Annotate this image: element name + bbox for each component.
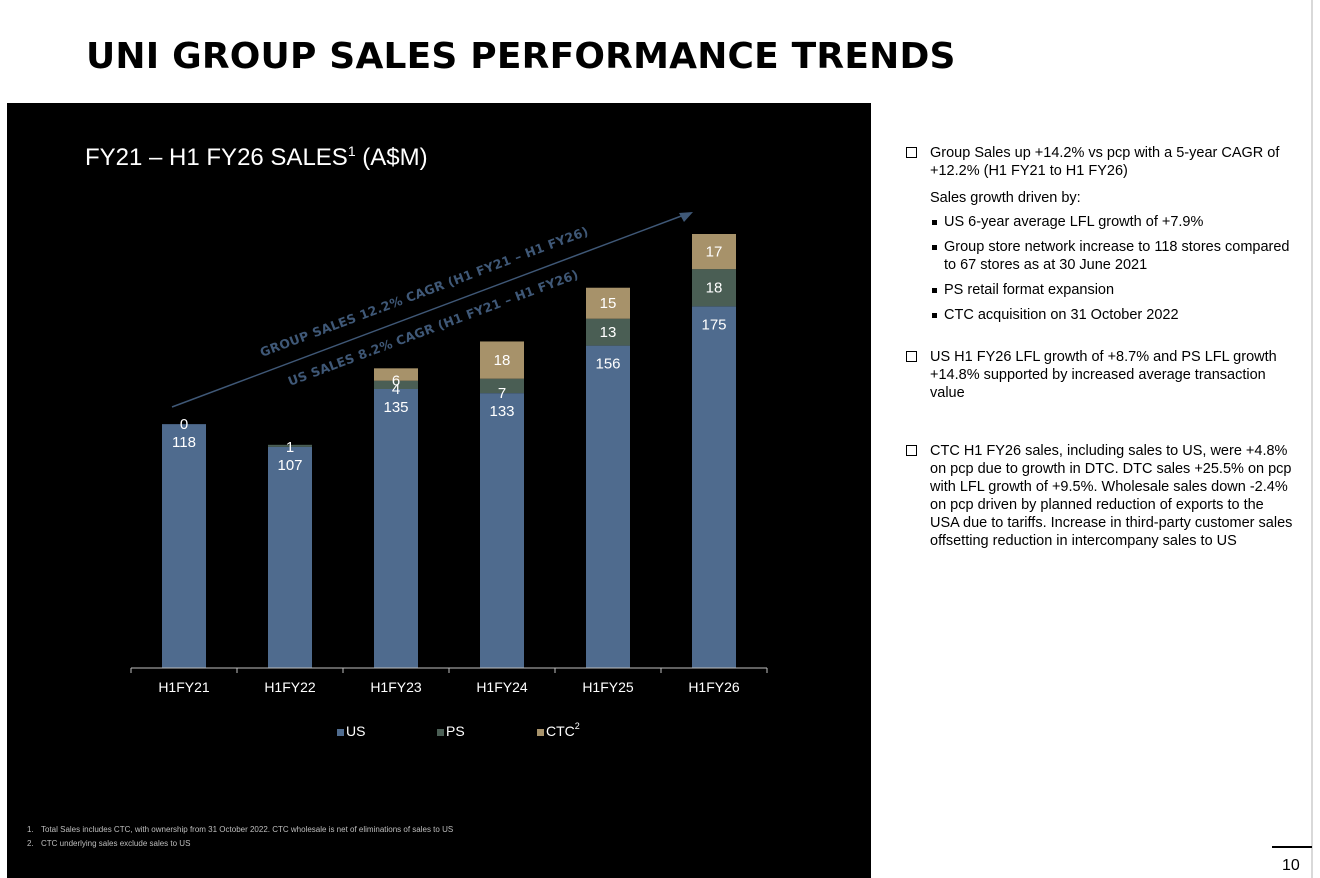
label-us-h1fy21: 118	[172, 434, 196, 451]
chart-panel: FY21 – H1 FY26 SALES1 (A$M) 118 0 107 1 135 4…	[7, 103, 871, 878]
cagr-arrow-line	[171, 214, 685, 408]
list-item: CTC acquisition on 31 October 2022	[930, 306, 1296, 324]
label-us-h1fy26: 175	[701, 316, 726, 333]
bar-ps-h1fy25	[586, 318, 630, 346]
chart-title-main: FY21 – H1 FY26 SALES	[85, 144, 348, 171]
label-ps-h1fy22: 1	[286, 439, 294, 456]
bar-ps-h1fy26	[692, 269, 736, 307]
bar-ps-h1fy24	[480, 378, 524, 394]
x-tick-label-h1fy26: H1FY26	[688, 679, 740, 695]
growth-drivers-list: US 6-year average LFL growth of +7.9% Gr…	[906, 213, 1296, 324]
bar-us-h1fy25	[586, 345, 630, 668]
label-ps-h1fy21: 0	[180, 416, 188, 433]
cagr-arrow-head	[679, 212, 693, 222]
footnote-number: 2.	[27, 839, 34, 848]
x-tick-label-h1fy21: H1FY21	[158, 679, 210, 695]
x-tick-label-h1fy22: H1FY22	[264, 679, 316, 695]
bar-ctc-h1fy26	[692, 234, 736, 270]
bar-ps-h1fy22	[268, 444, 312, 447]
x-tick-label-h1fy23: H1FY23	[370, 679, 422, 695]
sub-intro: Sales growth driven by:	[930, 190, 1081, 206]
checkbox-bullet-icon	[906, 351, 917, 362]
label-ctc-h1fy24: 18	[494, 352, 511, 369]
footnote-number: 1.	[27, 825, 34, 834]
commentary-text: Group Sales up +14.2% vs pcp with a 5-ye…	[930, 145, 1280, 179]
legend-label-ctc: CTC2	[546, 721, 580, 739]
label-ctc-h1fy26: 17	[706, 244, 723, 261]
x-axis: H1FY21 H1FY22 H1FY23 H1FY24 H1FY25 H1FY26	[130, 667, 768, 695]
bar-ctc-h1fy25	[586, 287, 630, 319]
legend-swatch-ctc	[537, 729, 544, 736]
footnote-text: CTC underlying sales exclude sales to US	[41, 839, 191, 848]
label-ps-h1fy23: 4	[392, 381, 400, 398]
x-tick-label-h1fy24: H1FY24	[476, 679, 528, 695]
slide-edge	[1311, 0, 1313, 878]
commentary-text: CTC H1 FY26 sales, including sales to US…	[930, 443, 1293, 549]
commentary-point-3: CTC H1 FY26 sales, including sales to US…	[906, 442, 1296, 550]
footnote-1: 1. Total Sales includes CTC, with ownersh…	[27, 823, 453, 837]
label-us-h1fy24: 133	[489, 403, 514, 420]
bar-ps-h1fy23	[374, 380, 418, 389]
slide-title: UNI GROUP SALES PERFORMANCE TRENDS	[86, 36, 956, 77]
checkbox-bullet-icon	[906, 147, 917, 158]
label-us-h1fy22: 107	[277, 457, 302, 474]
bar-us-h1fy26	[692, 306, 736, 668]
label-ps-h1fy24: 7	[498, 385, 506, 402]
legend-label-ps: PS	[446, 723, 465, 739]
legend-label-us: US	[346, 723, 365, 739]
bar-ctc-h1fy24	[480, 341, 524, 379]
legend-swatch-ps	[437, 729, 444, 736]
commentary-point-1: Group Sales up +14.2% vs pcp with a 5-ye…	[906, 144, 1296, 180]
bar-us-h1fy21	[162, 424, 206, 668]
list-item: US 6-year average LFL growth of +7.9%	[930, 213, 1296, 231]
list-item: Group store network increase to 118 stor…	[930, 238, 1296, 274]
bar-ctc-h1fy23	[374, 368, 418, 381]
page-number-rule	[1272, 846, 1312, 848]
list-item: PS retail format expansion	[930, 281, 1296, 299]
label-ps-h1fy25: 13	[600, 324, 617, 341]
footnote-text: Total Sales includes CTC, with ownership…	[41, 825, 454, 834]
x-tick-label-h1fy25: H1FY25	[582, 679, 634, 695]
label-us-h1fy25: 156	[595, 356, 620, 373]
commentary-text: US H1 FY26 LFL growth of +8.7% and PS LF…	[930, 349, 1277, 401]
chart-title-footnote-ref: 1	[347, 143, 356, 159]
bar-us-h1fy22	[268, 446, 312, 668]
checkbox-bullet-icon	[906, 445, 917, 456]
legend-swatch-us	[337, 729, 344, 736]
page-number: 10	[1282, 857, 1300, 874]
bar-us-h1fy23	[374, 389, 418, 668]
label-ps-h1fy26: 18	[706, 280, 723, 297]
label-us-h1fy23: 135	[383, 399, 408, 416]
label-ctc-h1fy25: 15	[600, 295, 617, 312]
bar-us-h1fy24	[480, 393, 524, 668]
footnote-2: 2. CTC underlying sales exclude sales to …	[27, 837, 453, 851]
commentary-panel: Group Sales up +14.2% vs pcp with a 5-ye…	[906, 144, 1296, 550]
chart-footnotes: 1. Total Sales includes CTC, with ownersh…	[27, 823, 453, 851]
legend-ctc-footnote-ref: 2	[575, 721, 580, 731]
chart-title: FY21 – H1 FY26 SALES1 (A$M)	[85, 143, 428, 172]
label-ctc-h1fy23: 6	[392, 373, 400, 390]
commentary-point-2: US H1 FY26 LFL growth of +8.7% and PS LF…	[906, 348, 1296, 402]
chart-title-unit: (A$M)	[355, 144, 428, 171]
chart-legend: US PS CTC2	[337, 721, 580, 739]
